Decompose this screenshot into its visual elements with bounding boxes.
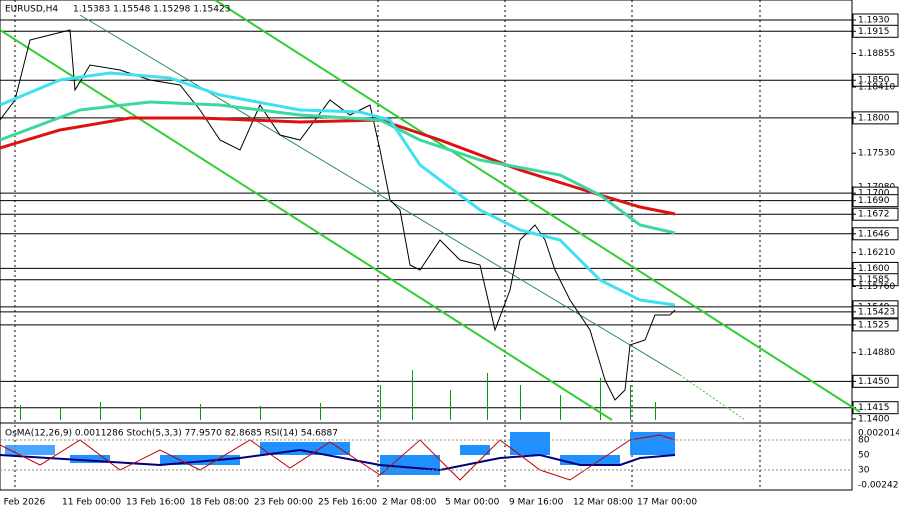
plot-frame [0, 0, 853, 491]
indicator-label: OsMA(12,26,9) 0.0011286 Stoch(5,3,3) 77.… [5, 429, 338, 439]
price-label: 1.1400 [858, 414, 890, 424]
symbol: EURUSD,H4 [5, 5, 58, 15]
ma-fast [0, 71, 676, 307]
date-label: 25 Feb 16:00 [318, 498, 377, 508]
price-label: 1.1600 [858, 264, 890, 274]
date-label: 18 Feb 08:00 [190, 498, 249, 508]
date-label: 17 Mar 00:00 [637, 498, 697, 508]
price-line [0, 29, 676, 401]
indicator-axis-label: -0.002422 [858, 481, 899, 491]
date-label: 5 Mar 00:00 [445, 498, 500, 508]
date-axis: 6 Feb 2026 11 Feb 00:00 13 Feb 16:00 18 Feb… [0, 498, 697, 508]
date-label: 13 Feb 16:00 [126, 498, 185, 508]
date-label: 11 Feb 00:00 [62, 498, 121, 508]
price-label: 1.14880 [858, 348, 895, 358]
price-label: 1.1450 [858, 377, 890, 387]
date-label: 6 Feb 2026 [0, 498, 46, 508]
indicator-axis-label: 0.002014 [858, 429, 899, 439]
price-label: 1.18855 [858, 49, 895, 59]
volume-bars [20, 370, 656, 420]
ohlc: 1.15383 1.15548 1.15298 1.15423 [73, 5, 230, 15]
price-label: 1.1525 [858, 320, 890, 330]
price-label: 1.18410 [858, 82, 895, 92]
indicator-axis-label: 80 [858, 436, 870, 446]
price-label: 1.1700 [858, 189, 890, 199]
price-label: 1.1690 [858, 196, 890, 206]
vertical-grid [14, 0, 761, 490]
price-label: 1.1930 [858, 16, 890, 26]
price-label: 1.1585 [858, 275, 890, 285]
price-label: 1.15760 [858, 282, 895, 292]
date-label: 12 Mar 08:00 [573, 498, 633, 508]
indicator-axis-label: 50 [858, 451, 870, 461]
price-label: 1.16210 [858, 248, 895, 258]
price-label: 1.1415 [858, 403, 890, 413]
ma-mid [0, 100, 676, 235]
date-label: 9 Mar 16:00 [509, 498, 564, 508]
price-label: 1.15423 [858, 307, 895, 317]
price-label: 1.17530 [858, 149, 895, 159]
date-label: 23 Feb 00:00 [254, 498, 313, 508]
price-label: 1.1800 [858, 113, 890, 123]
date-label: 2 Mar 08:00 [382, 498, 437, 508]
price-label: 1.1915 [858, 27, 890, 37]
indicator-axis-label: 30 [858, 466, 870, 476]
price-label: 1.1850 [858, 76, 890, 86]
price-label: 1.1646 [858, 229, 890, 239]
price-label: 1.1672 [858, 210, 890, 220]
